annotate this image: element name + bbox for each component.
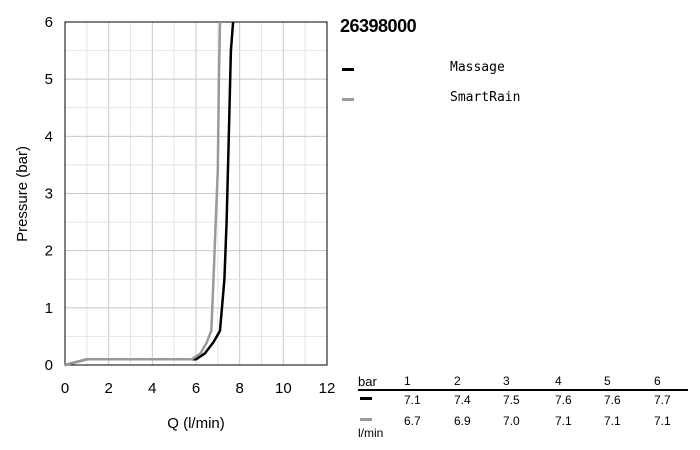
- table-value: 7.1: [654, 414, 671, 428]
- y-tick-label: 2: [45, 243, 53, 260]
- x-tick-label: 8: [235, 380, 243, 397]
- legend-item-smartrain: SmartRain: [340, 90, 580, 110]
- y-tick-label: 0: [45, 357, 53, 374]
- y-tick-label: 3: [45, 186, 53, 203]
- x-tick-label: 0: [61, 380, 69, 397]
- legend-label-smartrain: SmartRain: [450, 90, 521, 105]
- table-row-swatch-massage: [360, 397, 372, 400]
- y-tick-label: 6: [45, 14, 53, 31]
- legend-swatch-massage: [342, 68, 354, 71]
- table-value: 6.7: [404, 414, 421, 428]
- table-pressure-3: 3: [503, 374, 510, 388]
- x-tick-label: 2: [104, 380, 112, 397]
- table-unit-bar: bar: [358, 374, 377, 389]
- x-axis-ticks: 0 2 4 6 8 10 12: [61, 380, 336, 397]
- table-value: 7.6: [555, 393, 572, 407]
- table-pressure-1: 1: [404, 374, 411, 388]
- table-value: 7.1: [555, 414, 572, 428]
- y-tick-label: 4: [45, 128, 53, 145]
- y-tick-label: 1: [45, 300, 53, 317]
- table-value: 6.9: [454, 414, 471, 428]
- table-row-swatch-smartrain: [360, 418, 372, 421]
- x-tick-label: 4: [148, 380, 156, 397]
- table-value: 7.0: [503, 414, 520, 428]
- legend-item-massage: Massage: [340, 60, 580, 80]
- plot-frame: [64, 21, 328, 366]
- table-pressure-2: 2: [454, 374, 461, 388]
- y-axis-label: Pressure (bar): [14, 146, 31, 242]
- table-value: 7.1: [604, 414, 621, 428]
- series-line-smartrain: [64, 21, 222, 367]
- legend-swatch-smartrain: [342, 98, 354, 101]
- table-pressure-5: 5: [604, 374, 611, 388]
- y-axis-ticks: 0 1 2 3 4 5 6: [45, 14, 53, 374]
- x-axis-label: Q (l/min): [167, 415, 225, 432]
- x-tick-label: 12: [319, 380, 336, 397]
- grid: [64, 21, 328, 366]
- y-tick-label: 5: [45, 71, 53, 88]
- table-rule: [358, 389, 688, 391]
- table-value: 7.5: [503, 393, 520, 407]
- series-lines: [64, 21, 235, 367]
- table-unit-lmin: l/min: [358, 426, 384, 440]
- legend-label-massage: Massage: [450, 60, 505, 75]
- table-value: 7.7: [654, 393, 671, 407]
- table-pressure-6: 6: [654, 374, 661, 388]
- x-tick-label: 10: [275, 380, 292, 397]
- table-value: 7.6: [604, 393, 621, 407]
- table-value: 7.1: [404, 393, 421, 407]
- table-value: 7.4: [454, 393, 471, 407]
- table-pressure-4: 4: [555, 374, 562, 388]
- x-tick-label: 6: [192, 380, 200, 397]
- chart-title: 26398000: [340, 16, 417, 36]
